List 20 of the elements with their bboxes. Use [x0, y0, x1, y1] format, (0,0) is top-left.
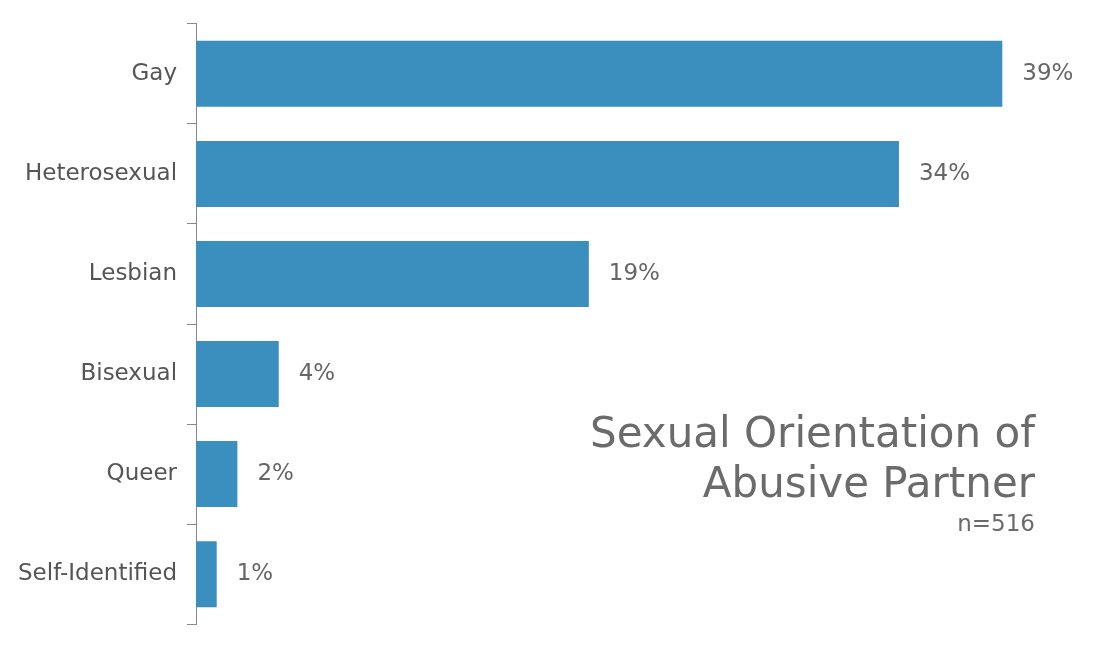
y-tick-label: Gay: [131, 58, 178, 85]
bar: [196, 541, 217, 608]
y-tick-label: Queer: [106, 459, 178, 486]
y-tick-label: Bisexual: [80, 359, 178, 385]
y-tick-label: Lesbian: [88, 258, 178, 285]
data-label: 2%: [257, 459, 294, 486]
bar: [196, 140, 899, 207]
bar: [196, 240, 589, 307]
data-label: 4%: [298, 359, 336, 385]
bar: [196, 40, 1003, 107]
data-label: 34%: [918, 158, 971, 185]
text: n=516: [956, 509, 1035, 538]
bar: [196, 441, 238, 508]
data-label: 19%: [608, 258, 660, 285]
data-label: 39%: [1022, 58, 1074, 85]
y-tick-label: Heterosexual: [24, 158, 178, 185]
bar: [196, 341, 279, 408]
y-tick-label: Self-Identified: [17, 559, 178, 586]
data-label: 1%: [236, 559, 274, 586]
text: Sexual Orientation of Abusive Partner: [589, 408, 1035, 508]
